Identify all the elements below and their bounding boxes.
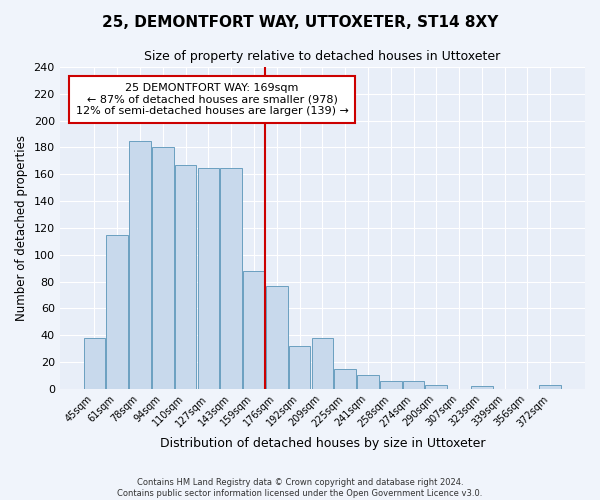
Bar xyxy=(152,148,173,389)
Bar xyxy=(311,338,333,389)
Bar xyxy=(357,376,379,389)
Bar xyxy=(380,381,401,389)
X-axis label: Distribution of detached houses by size in Uttoxeter: Distribution of detached houses by size … xyxy=(160,437,485,450)
Bar xyxy=(220,168,242,389)
Bar xyxy=(175,165,196,389)
Text: 25 DEMONTFORT WAY: 169sqm
← 87% of detached houses are smaller (978)
12% of semi: 25 DEMONTFORT WAY: 169sqm ← 87% of detac… xyxy=(76,83,349,116)
Bar xyxy=(403,381,424,389)
Bar xyxy=(425,385,447,389)
Bar xyxy=(289,346,310,389)
Bar xyxy=(471,386,493,389)
Bar xyxy=(106,234,128,389)
Title: Size of property relative to detached houses in Uttoxeter: Size of property relative to detached ho… xyxy=(144,50,500,63)
Text: Contains HM Land Registry data © Crown copyright and database right 2024.
Contai: Contains HM Land Registry data © Crown c… xyxy=(118,478,482,498)
Bar xyxy=(129,140,151,389)
Y-axis label: Number of detached properties: Number of detached properties xyxy=(15,135,28,321)
Bar xyxy=(539,385,561,389)
Text: 25, DEMONTFORT WAY, UTTOXETER, ST14 8XY: 25, DEMONTFORT WAY, UTTOXETER, ST14 8XY xyxy=(102,15,498,30)
Bar xyxy=(83,338,105,389)
Bar xyxy=(243,271,265,389)
Bar xyxy=(197,168,219,389)
Bar xyxy=(334,368,356,389)
Bar xyxy=(266,286,287,389)
